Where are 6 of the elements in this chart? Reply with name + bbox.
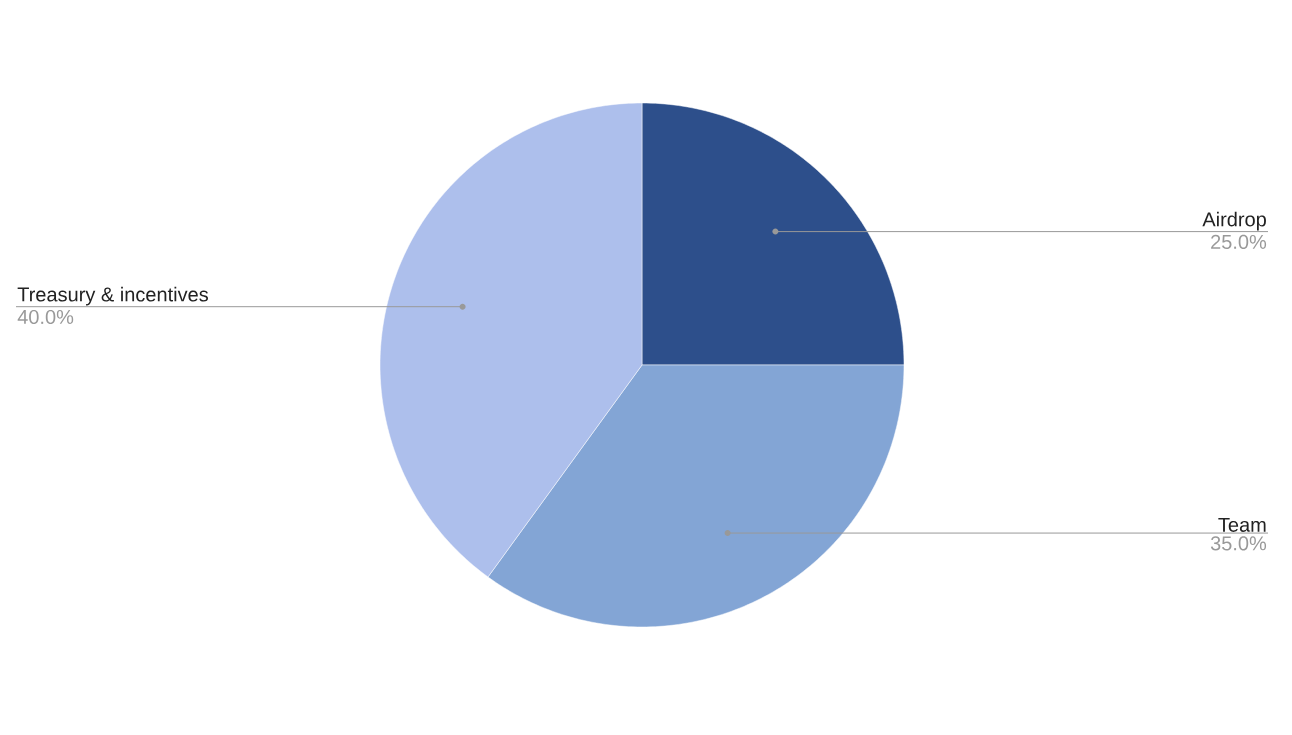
- data-label: 40.0%: [17, 309, 74, 325]
- data-label: 35.0%: [1210, 536, 1267, 551]
- slice-label: Treasury & incentives: [17, 286, 208, 306]
- slice-label: Airdrop: [1202, 211, 1266, 231]
- data-label: 25.0%: [1211, 234, 1267, 249]
- slice-label: Team: [1218, 517, 1266, 532]
